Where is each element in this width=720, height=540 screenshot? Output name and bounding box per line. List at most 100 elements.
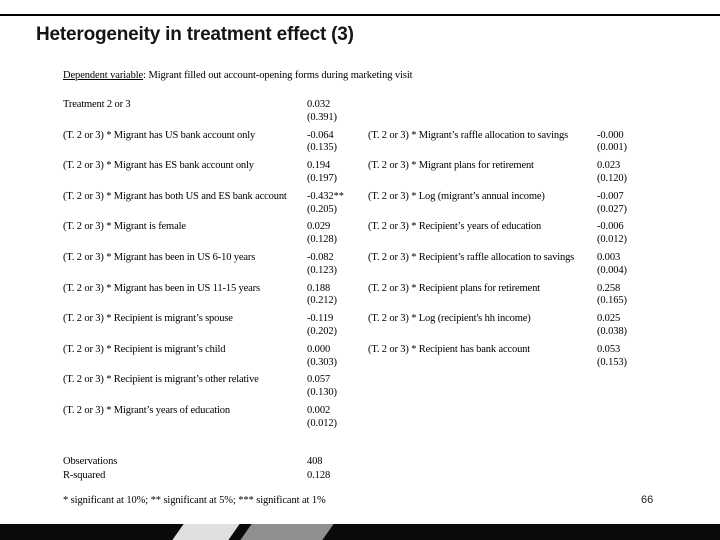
coefficient-cell: 0.032 (0.391) [307, 99, 368, 125]
regression-table: Treatment 2 or 3 0.032 (0.391) (T. 2 or … [63, 99, 713, 436]
variable-label: (T. 2 or 3) * Recipient has bank account [368, 343, 531, 355]
page-title: Heterogeneity in treatment effect (3) [36, 24, 354, 45]
coefficient-cell: 0.023 (0.120) [597, 160, 663, 186]
coefficient-cell: -0.006 (0.012) [597, 221, 663, 247]
variable-label: (T. 2 or 3) * Recipient’s raffle allocat… [368, 251, 575, 263]
coefficient-value: 0.053 [597, 343, 621, 355]
page-number: 66 [641, 494, 654, 506]
standard-error: (0.012) [307, 417, 337, 429]
standard-error: (0.303) [307, 356, 337, 368]
coefficient-value: -0.000 [597, 129, 624, 141]
coefficient-cell: 0.053 (0.153) [597, 344, 663, 370]
table-row: (T. 2 or 3) * Migrant has been in US 6-1… [63, 252, 713, 283]
table-row: (T. 2 or 3) * Migrant has US bank accoun… [63, 130, 713, 161]
table-row: (T. 2 or 3) * Migrant is female 0.029 (0… [63, 221, 713, 252]
variable-label: (T. 2 or 3) * Recipient is migrant’s spo… [63, 313, 233, 325]
coefficient-cell: 0.029 (0.128) [307, 221, 368, 247]
dependent-variable-label: Dependent variable [63, 70, 144, 81]
table-row: (T. 2 or 3) * Recipient is migrant’s oth… [63, 374, 713, 405]
summary-stats: Observations 408 R-squared 0.128 [63, 455, 330, 483]
variable-label: (T. 2 or 3) * Migrant has ES bank accoun… [63, 160, 254, 172]
coefficient-value: -0.064 [307, 129, 334, 141]
variable-label: (T. 2 or 3) * Migrant’s raffle allocatio… [368, 129, 569, 141]
variable-label: (T. 2 or 3) * Migrant plans for retireme… [368, 160, 534, 172]
standard-error: (0.001) [597, 142, 627, 154]
stat-value: 408 [307, 456, 323, 467]
coefficient-value: 0.194 [307, 160, 331, 172]
standard-error: (0.391) [307, 111, 337, 123]
coefficient-cell: -0.064 (0.135) [307, 130, 368, 156]
coefficient-value: -0.006 [597, 221, 624, 233]
standard-error: (0.165) [597, 295, 627, 307]
variable-label: (T. 2 or 3) * Migrant’s years of educati… [63, 404, 230, 416]
coefficient-value: 0.188 [307, 282, 331, 294]
variable-label: (T. 2 or 3) * Migrant has both US and ES… [63, 190, 287, 202]
coefficient-value: 0.258 [597, 282, 621, 294]
coefficient-cell: -0.432** (0.205) [307, 191, 368, 217]
coefficient-value: 0.000 [307, 343, 331, 355]
coefficient-cell: 0.003 (0.004) [597, 252, 663, 278]
variable-label: (T. 2 or 3) * Recipient is migrant’s chi… [63, 343, 226, 355]
standard-error: (0.128) [307, 234, 337, 246]
variable-label: (T. 2 or 3) * Migrant has US bank accoun… [63, 129, 256, 141]
coefficient-cell: 0.194 (0.197) [307, 160, 368, 186]
stat-label: R-squared [63, 470, 106, 481]
table-row: (T. 2 or 3) * Recipient is migrant’s spo… [63, 313, 713, 344]
coefficient-cell: -0.007 (0.027) [597, 191, 663, 217]
coefficient-cell: -0.082 (0.123) [307, 252, 368, 278]
stat-value: 0.128 [307, 470, 331, 481]
standard-error: (0.202) [307, 325, 337, 337]
dependent-variable-colon: : [143, 70, 146, 81]
variable-label: (T. 2 or 3) * Recipient plans for retire… [368, 282, 540, 294]
coefficient-cell: -0.000 (0.001) [597, 130, 663, 156]
table-row: (T. 2 or 3) * Migrant has ES bank accoun… [63, 160, 713, 191]
variable-label: (T. 2 or 3) * Recipient is migrant’s oth… [63, 374, 259, 386]
standard-error: (0.038) [597, 325, 627, 337]
footer-design-band [0, 524, 720, 540]
variable-label: (T. 2 or 3) * Migrant has been in US 11-… [63, 282, 260, 294]
variable-label: (T. 2 or 3) * Log (recipient's hh income… [368, 313, 531, 325]
variable-label: (T. 2 or 3) * Recipient’s years of educa… [368, 221, 542, 233]
standard-error: (0.004) [597, 264, 627, 276]
footer-design-slash-light [170, 524, 242, 540]
standard-error: (0.120) [597, 172, 627, 184]
dependent-variable-line: Dependent variable: Migrant filled out a… [63, 70, 413, 81]
coefficient-value: 0.002 [307, 404, 331, 416]
standard-error: (0.135) [307, 142, 337, 154]
coefficient-cell: 0.188 (0.212) [307, 283, 368, 309]
coefficient-value: -0.119 [307, 313, 334, 325]
significance-note: * significant at 10%; ** significant at … [63, 495, 326, 506]
coefficient-cell: 0.258 (0.165) [597, 283, 663, 309]
coefficient-value: 0.032 [307, 99, 331, 110]
variable-label: (T. 2 or 3) * Log (migrant’s annual inco… [368, 190, 545, 202]
table-row: (T. 2 or 3) * Migrant’s years of educati… [63, 405, 713, 436]
coefficient-cell: 0.057 (0.130) [307, 374, 368, 400]
table-row: (T. 2 or 3) * Migrant has been in US 11-… [63, 283, 713, 314]
coefficient-value: -0.432** [307, 190, 344, 202]
coefficient-value: 0.023 [597, 160, 621, 172]
coefficient-cell: 0.000 (0.303) [307, 344, 368, 370]
standard-error: (0.197) [307, 172, 337, 184]
coefficient-value: 0.003 [597, 251, 621, 263]
standard-error: (0.212) [307, 295, 337, 307]
coefficient-cell: 0.002 (0.012) [307, 405, 368, 431]
variable-label: Treatment 2 or 3 [63, 99, 131, 110]
coefficient-value: 0.029 [307, 221, 331, 233]
standard-error: (0.153) [597, 356, 627, 368]
coefficient-value: 0.057 [307, 374, 331, 386]
coefficient-cell: 0.025 (0.038) [597, 313, 663, 339]
standard-error: (0.130) [307, 387, 337, 399]
standard-error: (0.012) [597, 234, 627, 246]
standard-error: (0.123) [307, 264, 337, 276]
coefficient-value: -0.007 [597, 190, 624, 202]
coefficient-value: -0.082 [307, 251, 334, 263]
table-row: (T. 2 or 3) * Recipient is migrant’s chi… [63, 344, 713, 375]
footer-design-slash-dark [238, 524, 336, 540]
variable-label: (T. 2 or 3) * Migrant is female [63, 221, 186, 233]
table-row: (T. 2 or 3) * Migrant has both US and ES… [63, 191, 713, 222]
table-row: Treatment 2 or 3 0.032 (0.391) [63, 99, 713, 130]
coefficient-value: 0.025 [597, 313, 621, 325]
dependent-variable-description: Migrant filled out account-opening forms… [145, 70, 413, 81]
standard-error: (0.027) [597, 203, 627, 215]
